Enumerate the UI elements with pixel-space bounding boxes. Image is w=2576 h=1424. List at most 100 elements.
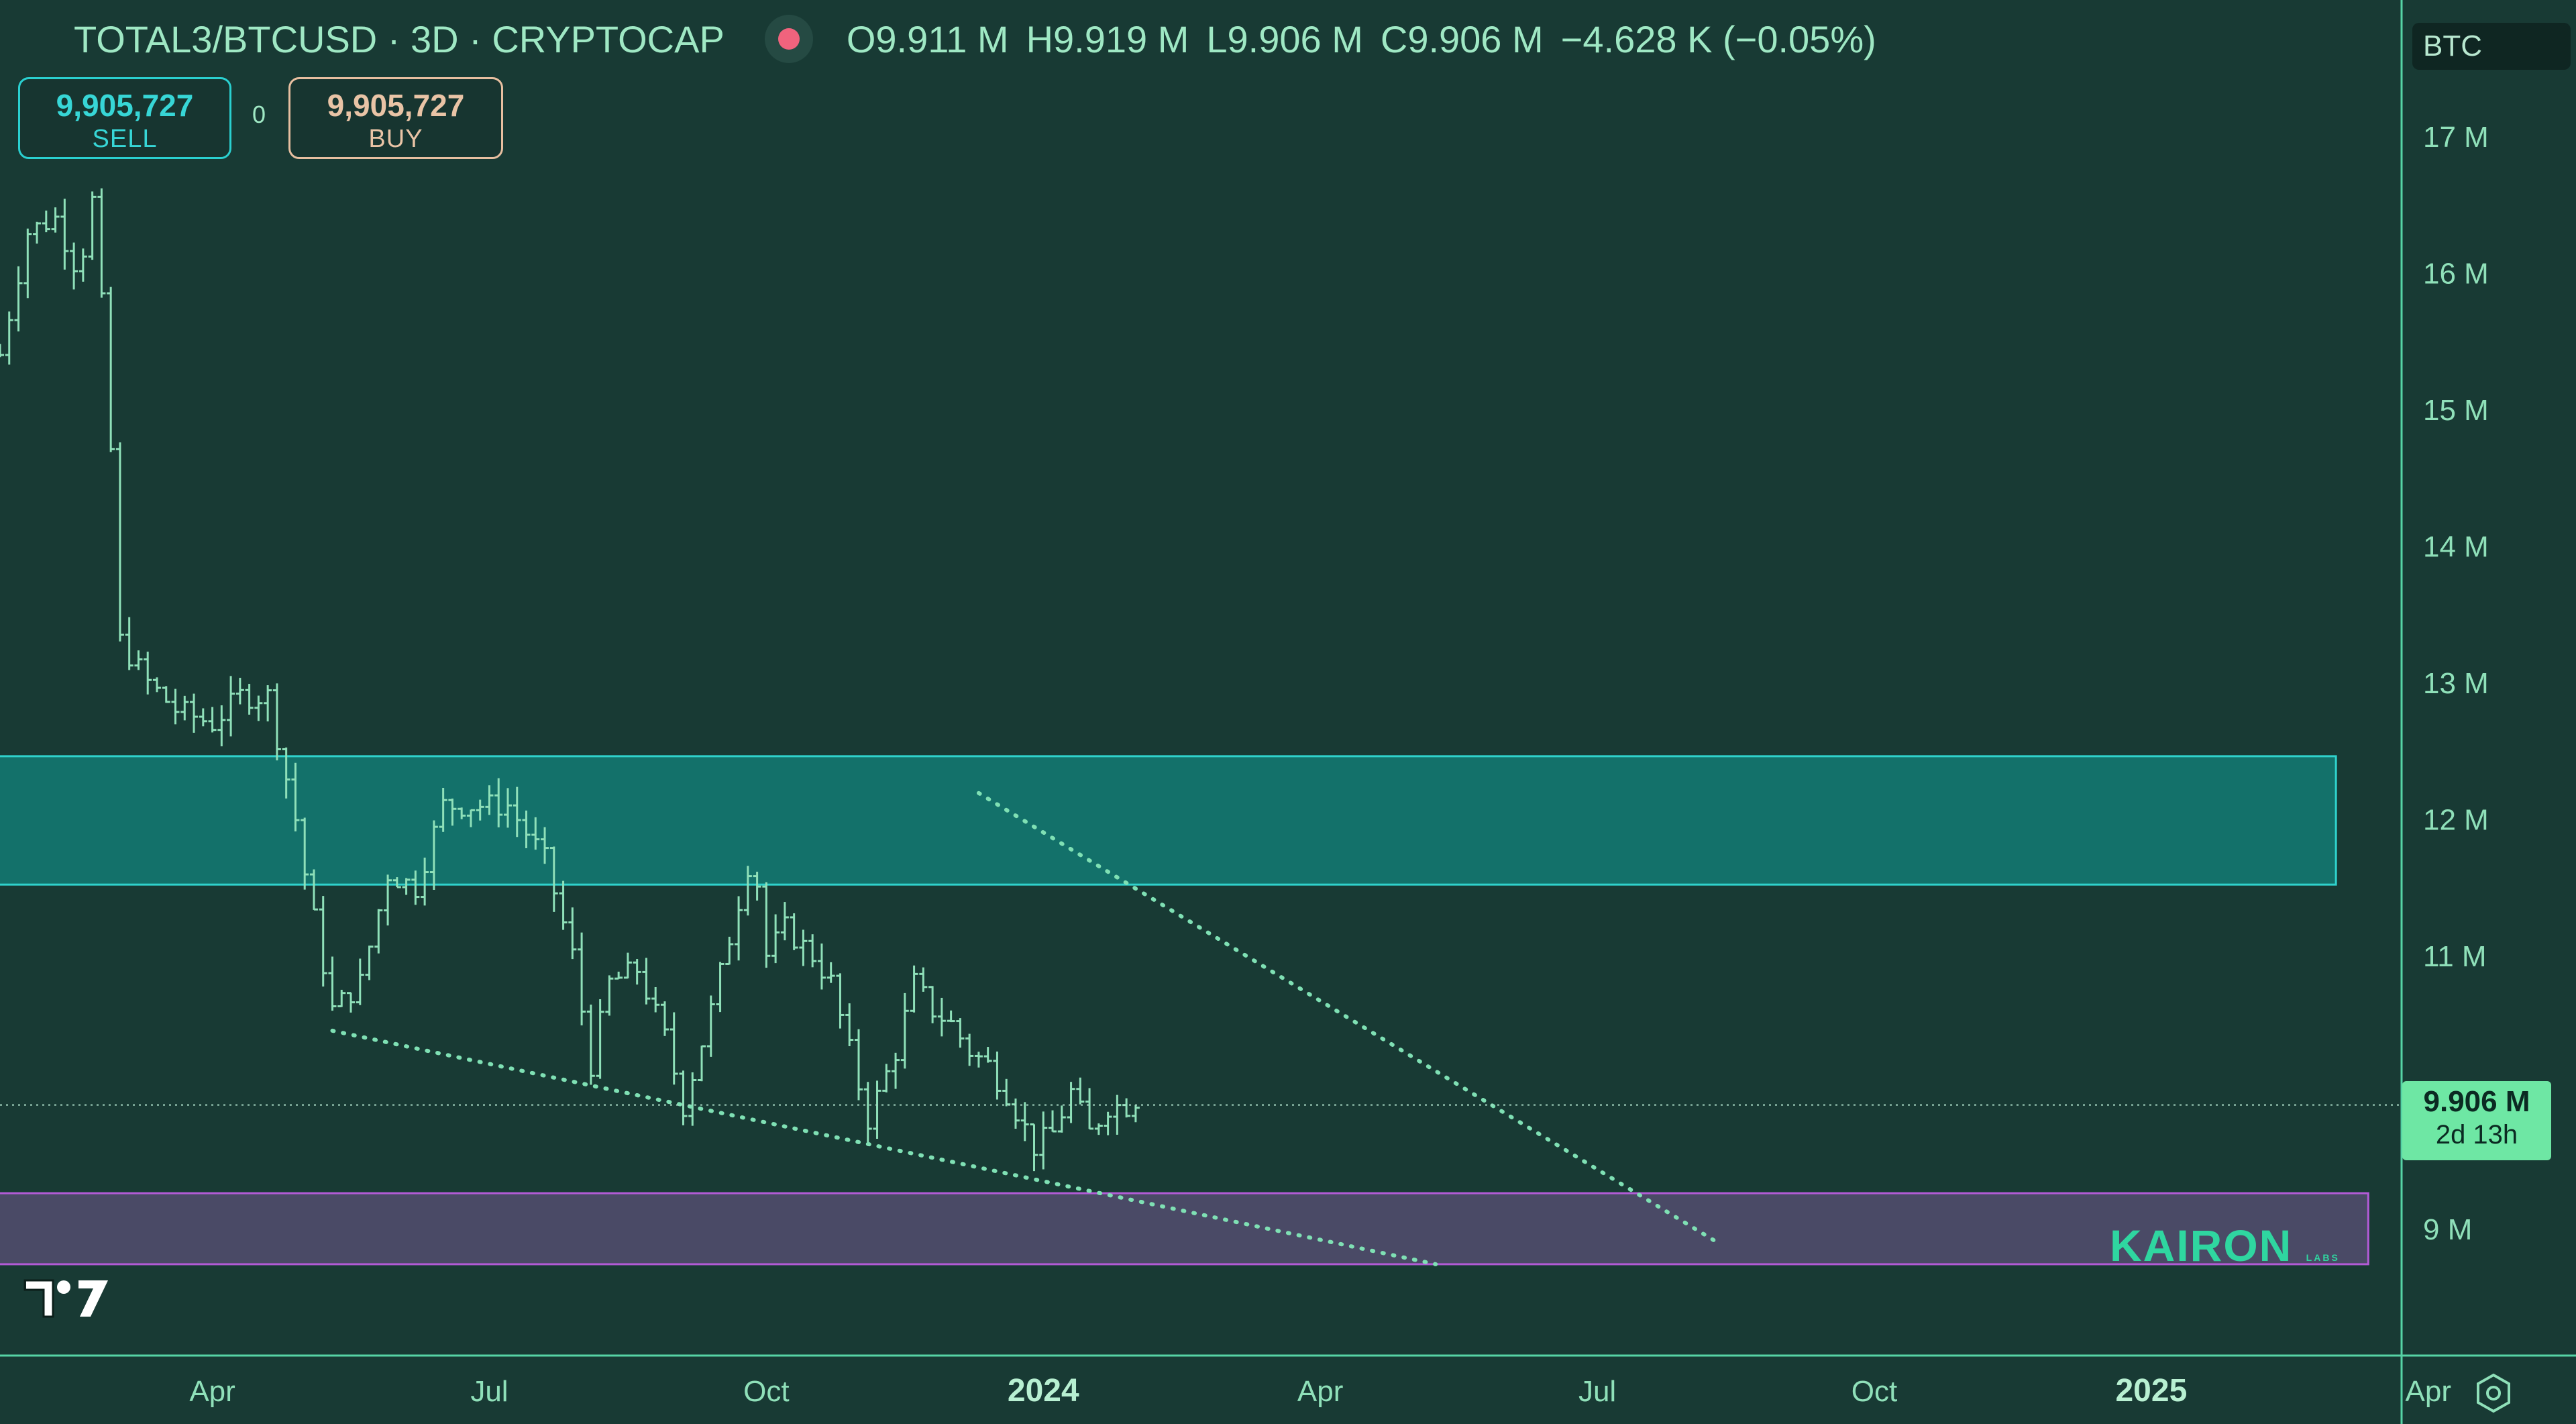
x-tick-label: 2024 bbox=[1008, 1373, 1079, 1409]
ohlc-bar bbox=[227, 676, 235, 737]
ohlc-bar bbox=[1030, 1123, 1038, 1172]
ohlc-bar bbox=[107, 287, 115, 452]
ohlc-bar bbox=[429, 820, 438, 891]
sell-price: 9,905,727 bbox=[56, 88, 194, 123]
ohlc-bar bbox=[743, 866, 752, 916]
ohlc-bar bbox=[115, 442, 124, 642]
ohlc-bar bbox=[217, 705, 226, 747]
ohlc-bar bbox=[70, 242, 78, 290]
ohlc-bar bbox=[623, 952, 632, 979]
ohlc-bar bbox=[1020, 1102, 1029, 1141]
ohlc-bar bbox=[78, 248, 87, 282]
ohlc-bar bbox=[614, 971, 623, 980]
ohlc-bar bbox=[863, 1082, 872, 1145]
ohlc-bar bbox=[125, 617, 133, 670]
ohlc-bar bbox=[23, 228, 32, 299]
ohlc-legend: O9.911 M H9.919 M L9.906 M C9.906 M −4.628 K… bbox=[847, 17, 1894, 61]
ohlc-bar bbox=[1085, 1088, 1094, 1130]
ohlc-bar bbox=[365, 946, 374, 980]
sell-button[interactable]: 9,905,727 SELL bbox=[18, 77, 231, 159]
last-price-value: 9.906 M bbox=[2423, 1084, 2530, 1118]
ohlc-bar bbox=[725, 936, 734, 965]
ohlc-bar bbox=[513, 786, 521, 837]
ohlc-bar bbox=[578, 932, 586, 1026]
ohlc-bar bbox=[319, 896, 327, 987]
ohlc-bar bbox=[1094, 1123, 1103, 1135]
close-value: C9.906 M bbox=[1380, 17, 1544, 60]
ohlc-bar bbox=[855, 1029, 863, 1101]
buy-button[interactable]: 9,905,727 BUY bbox=[288, 77, 503, 159]
x-tick-label: Jul bbox=[470, 1375, 508, 1408]
ohlc-bar bbox=[892, 1052, 900, 1089]
ohlc-bar bbox=[780, 902, 789, 941]
resistance-zone bbox=[0, 755, 2337, 886]
x-tick-label: Apr bbox=[1297, 1375, 1343, 1408]
ohlc-bar bbox=[808, 934, 817, 968]
ohlc-bar bbox=[1104, 1111, 1112, 1135]
ohlc-bar bbox=[337, 989, 346, 1008]
time-axis[interactable]: Apr Jul Oct 2024 Apr Jul Oct 2025 Apr bbox=[189, 1373, 2451, 1409]
y-tick-label: 13 M bbox=[2423, 667, 2489, 700]
ohlc-bar bbox=[559, 880, 568, 930]
last-price-label: 9.906 M 2d 13h bbox=[2402, 1080, 2551, 1160]
ohlc-bar bbox=[282, 747, 290, 799]
spread-value: 0 bbox=[252, 101, 266, 128]
x-tick-label: Jul bbox=[1578, 1375, 1616, 1408]
ohlc-bar bbox=[771, 914, 780, 964]
ohlc-bar bbox=[301, 817, 309, 890]
tradingview-logo-icon[interactable] bbox=[23, 1275, 111, 1322]
ohlc-bar bbox=[642, 958, 651, 1005]
ohlc-bar bbox=[679, 1070, 688, 1125]
y-tick-label: 14 M bbox=[2423, 531, 2489, 564]
open-value: O9.911 M bbox=[846, 17, 1009, 60]
kairon-watermark: KAIRON LABS bbox=[2110, 1220, 2340, 1271]
ohlc-bar bbox=[531, 817, 540, 850]
buy-label: BUY bbox=[368, 125, 423, 153]
ohlc-bar bbox=[134, 650, 143, 670]
ohlc-bar bbox=[947, 1010, 955, 1023]
support-zone bbox=[0, 1192, 2369, 1266]
ohlc-bar bbox=[328, 956, 337, 1011]
ohlc-bar bbox=[836, 973, 845, 1029]
price-axis[interactable]: 9 M 11 M 12 M 13 M 14 M 15 M 16 M 17 M bbox=[2423, 121, 2489, 1246]
ohlc-bar bbox=[826, 962, 835, 983]
ohlc-bar bbox=[698, 1045, 706, 1082]
ohlc-bar bbox=[503, 788, 512, 828]
ohlc-bar bbox=[458, 807, 466, 819]
settings-icon[interactable] bbox=[2473, 1372, 2514, 1414]
ohlc-bar bbox=[291, 762, 300, 831]
ohlc-bar bbox=[790, 913, 798, 950]
ohlc-bar bbox=[60, 199, 69, 270]
ohlc-bar bbox=[402, 878, 411, 895]
price-zones bbox=[0, 755, 2369, 1266]
ohlc-bar bbox=[144, 652, 152, 695]
x-tick-label: 2025 bbox=[2115, 1373, 2187, 1409]
ohlc-bar bbox=[272, 683, 281, 761]
ohlc-bars bbox=[0, 188, 1140, 1172]
record-dot-icon[interactable] bbox=[764, 15, 813, 63]
x-tick-label: Apr bbox=[2406, 1375, 2451, 1408]
ohlc-bar bbox=[956, 1018, 965, 1048]
ohlc-bar bbox=[660, 1001, 669, 1036]
ohlc-bar bbox=[152, 677, 161, 693]
currency-selector[interactable]: BTC bbox=[2412, 23, 2571, 70]
y-tick-label: 15 M bbox=[2423, 394, 2489, 427]
ohlc-bar bbox=[1131, 1105, 1140, 1123]
symbol-title[interactable]: TOTAL3/BTCUSD · 3D · CRYPTOCAP bbox=[74, 17, 724, 60]
x-tick-label: Apr bbox=[189, 1375, 235, 1408]
ohlc-bar bbox=[522, 810, 531, 848]
ohlc-bar bbox=[421, 858, 429, 906]
watermark-subtext: LABS bbox=[2306, 1252, 2340, 1263]
ohlc-bar bbox=[762, 882, 771, 968]
ohlc-bar bbox=[651, 986, 660, 1013]
ohlc-bar bbox=[688, 1072, 697, 1126]
ohlc-bar bbox=[799, 929, 808, 966]
ohlc-bar bbox=[873, 1080, 881, 1139]
ohlc-bar bbox=[199, 708, 207, 727]
ohlc-bar bbox=[476, 799, 484, 821]
sell-label: SELL bbox=[92, 125, 158, 153]
ohlc-bar bbox=[14, 266, 23, 332]
ohlc-bar bbox=[264, 685, 272, 722]
x-tick-label: Oct bbox=[743, 1375, 789, 1408]
